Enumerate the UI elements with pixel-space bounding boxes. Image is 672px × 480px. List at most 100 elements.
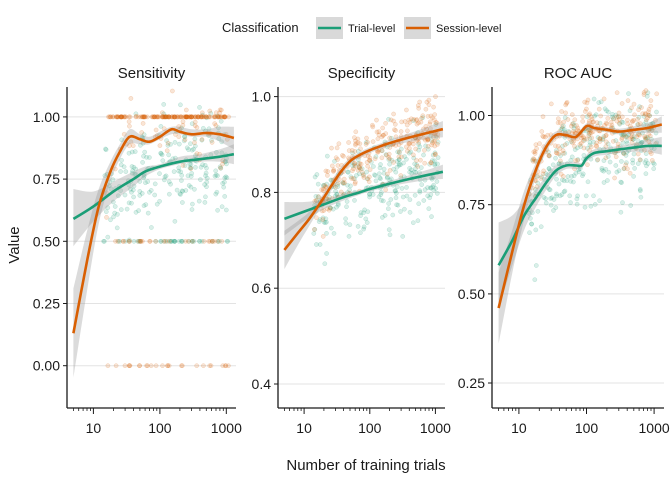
data-point bbox=[347, 222, 353, 228]
data-point bbox=[625, 117, 630, 123]
data-point bbox=[312, 227, 317, 232]
data-point bbox=[428, 185, 433, 191]
data-point bbox=[200, 125, 206, 131]
data-point bbox=[123, 114, 129, 120]
data-point bbox=[586, 112, 592, 118]
data-point bbox=[344, 204, 349, 210]
data-point bbox=[177, 114, 183, 120]
data-point bbox=[179, 363, 184, 369]
panel-title: ROC AUC bbox=[544, 65, 613, 82]
data-point bbox=[216, 238, 222, 244]
data-point bbox=[160, 158, 166, 163]
data-point bbox=[352, 181, 358, 187]
data-point bbox=[575, 157, 581, 163]
data-point bbox=[573, 170, 579, 176]
data-point bbox=[546, 187, 552, 192]
data-point bbox=[621, 133, 626, 138]
data-point bbox=[387, 135, 393, 141]
data-point bbox=[188, 165, 194, 171]
data-point bbox=[637, 121, 643, 126]
data-point bbox=[558, 158, 563, 164]
data-point bbox=[375, 149, 380, 155]
data-point bbox=[321, 219, 327, 225]
data-point bbox=[571, 125, 577, 131]
data-point bbox=[538, 224, 544, 230]
data-point bbox=[425, 136, 430, 142]
data-point bbox=[173, 132, 178, 137]
data-point bbox=[163, 114, 169, 120]
data-point bbox=[356, 165, 362, 171]
data-point bbox=[219, 139, 225, 145]
data-point bbox=[169, 238, 174, 244]
data-point bbox=[635, 138, 641, 143]
data-point bbox=[188, 184, 194, 190]
data-point bbox=[373, 173, 378, 178]
data-point bbox=[625, 166, 630, 172]
data-point bbox=[137, 238, 143, 244]
data-point bbox=[112, 166, 118, 172]
data-point bbox=[121, 131, 127, 137]
data-point bbox=[142, 114, 148, 120]
data-point bbox=[119, 114, 125, 120]
data-point bbox=[150, 114, 156, 120]
data-point bbox=[571, 123, 577, 128]
data-point bbox=[398, 162, 403, 168]
data-point bbox=[382, 213, 388, 218]
data-point bbox=[527, 230, 532, 236]
data-point bbox=[553, 205, 559, 210]
data-point bbox=[319, 208, 325, 214]
data-point bbox=[396, 154, 402, 160]
data-point bbox=[202, 114, 207, 120]
data-point bbox=[127, 123, 132, 129]
data-point bbox=[363, 216, 369, 222]
data-point bbox=[414, 158, 419, 163]
data-point bbox=[215, 238, 221, 244]
confidence-band bbox=[284, 121, 443, 270]
y-tick-label: 1.0 bbox=[252, 89, 272, 105]
data-point bbox=[597, 136, 603, 142]
data-point bbox=[389, 158, 395, 163]
data-point bbox=[614, 114, 620, 120]
data-point bbox=[323, 216, 329, 222]
data-point bbox=[410, 138, 416, 143]
data-point bbox=[190, 201, 195, 207]
data-point bbox=[631, 134, 637, 139]
data-point bbox=[140, 121, 146, 126]
data-point bbox=[122, 114, 128, 120]
data-point bbox=[348, 174, 354, 180]
data-point bbox=[128, 96, 134, 101]
data-point bbox=[601, 134, 607, 139]
data-point bbox=[595, 157, 601, 162]
data-point bbox=[386, 227, 392, 233]
data-point bbox=[166, 114, 172, 120]
data-point bbox=[646, 107, 652, 112]
data-point bbox=[198, 114, 204, 120]
data-point bbox=[388, 176, 394, 182]
data-point bbox=[390, 212, 396, 218]
data-point bbox=[361, 210, 366, 216]
data-point bbox=[624, 150, 630, 155]
data-point bbox=[420, 115, 426, 121]
data-point bbox=[122, 114, 127, 120]
data-point bbox=[395, 202, 401, 208]
data-point bbox=[417, 189, 423, 195]
data-point bbox=[152, 114, 158, 120]
data-point bbox=[553, 150, 559, 156]
data-point bbox=[404, 156, 409, 162]
data-point bbox=[160, 363, 165, 369]
data-point bbox=[130, 168, 135, 174]
data-point bbox=[649, 158, 655, 163]
data-point bbox=[603, 139, 609, 145]
data-point bbox=[143, 180, 148, 186]
data-point bbox=[353, 163, 358, 169]
data-point bbox=[538, 176, 544, 181]
data-point bbox=[193, 114, 199, 120]
data-point bbox=[387, 232, 393, 238]
data-point bbox=[118, 188, 123, 193]
data-point bbox=[364, 159, 370, 165]
data-point bbox=[367, 157, 372, 163]
data-point bbox=[635, 122, 641, 127]
data-point bbox=[138, 238, 144, 244]
data-point bbox=[217, 114, 222, 120]
y-tick-label: 1.00 bbox=[458, 108, 485, 124]
